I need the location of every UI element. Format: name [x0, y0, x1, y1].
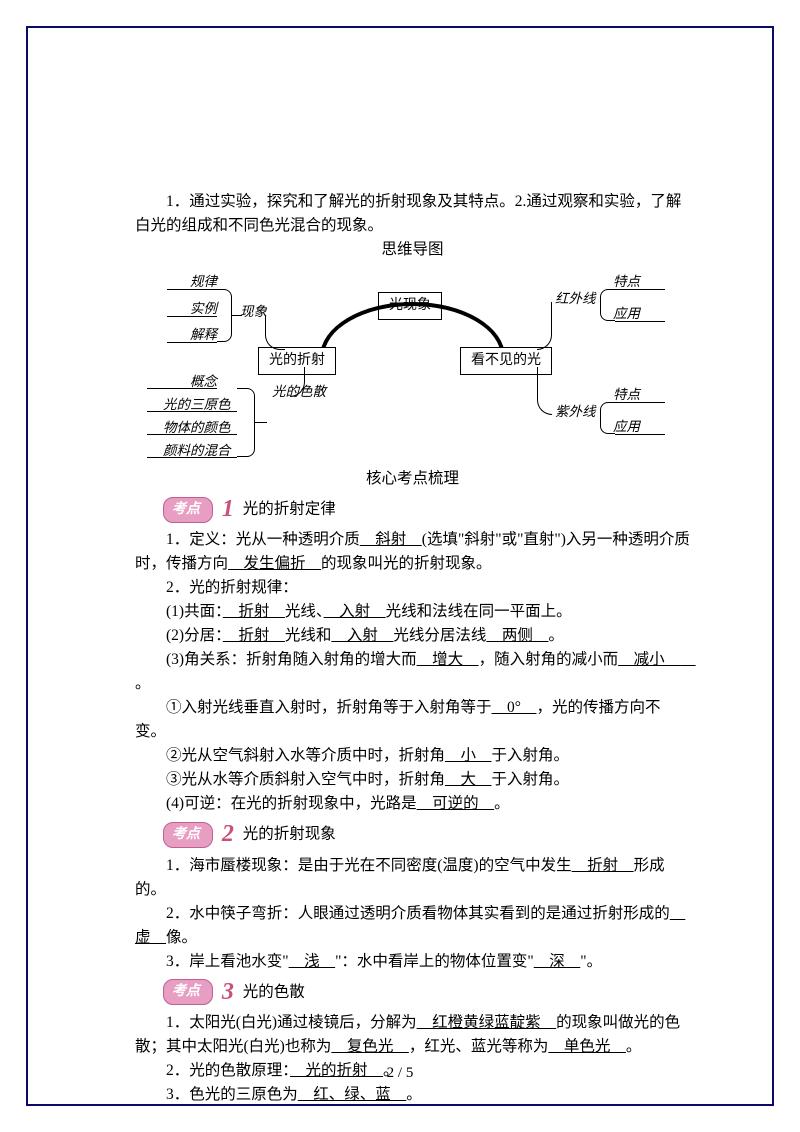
line [615, 321, 665, 322]
kaodian-title: 光的色散 [243, 983, 305, 1000]
label-xianxiang: 现象 [240, 302, 267, 323]
kaodian-badge: 考点 [163, 497, 213, 523]
page-number: 2 / 5 [0, 1065, 800, 1082]
line [147, 411, 237, 412]
kaodian-num: 1 [222, 496, 234, 522]
kaodian-badge: 考点 [163, 979, 213, 1005]
kp2-p1: 1．海市蜃楼现象：是由于光在不同密度(温度)的空气中发生 折射 形成的。 [135, 854, 690, 902]
bracket [217, 289, 232, 342]
line [255, 422, 267, 423]
label-ziwai: 紫外线 [555, 402, 596, 423]
curve [265, 315, 285, 350]
bracket [600, 402, 615, 434]
curve [537, 302, 552, 350]
kp1-p6: ①入射光线垂直入射时，折射角等于入射角等于 0° ，光的传播方向不变。 [135, 696, 690, 744]
curve [537, 367, 552, 415]
kp2-p3: 3．岸上看池水变" 浅 "：水中看岸上的物体位置变" 深 "。 [135, 950, 690, 974]
kp1-p1: 1．定义：光从一种透明介质 斜射 (选填"斜射"或"直射")入另一种透明介质时，… [135, 528, 690, 576]
line [615, 402, 665, 403]
line [232, 315, 242, 316]
kp1-p9: (4)可逆：在光的折射现象中，光路是 可逆的 。 [135, 792, 690, 816]
document-content: 1．通过实验，探究和了解光的折射现象及其特点。2.通过观察和实验，了解白光的组成… [135, 190, 690, 1107]
intro-paragraph: 1．通过实验，探究和了解光的折射现象及其特点。2.通过观察和实验，了解白光的组成… [135, 190, 690, 238]
line [615, 289, 665, 290]
kaodian-badge: 考点 [163, 822, 213, 848]
kaodian-num: 3 [222, 979, 234, 1005]
kp1-p8: ③光从水等介质斜射入空气中时，折射角 大 于入射角。 [135, 768, 690, 792]
kp2-p2: 2．水中筷子弯折：人眼通过透明介质看物体其实看到的是通过折射形成的 虚 像。 [135, 902, 690, 950]
kaodian-num: 2 [222, 821, 234, 847]
kp3-p3: 3．色光的三原色为 红、绿、蓝 。 [135, 1083, 690, 1107]
line [167, 342, 217, 343]
section-title: 核心考点梳理 [135, 467, 690, 491]
line [167, 316, 217, 317]
kp1-p3: (1)共面： 折射 光线、 入射 光线和法线在同一平面上。 [135, 600, 690, 624]
kaodian-3-header: 考点 3 光的色散 [135, 974, 690, 1011]
kp3-p1: 1．太阳光(白光)通过棱镜后，分解为 红橙黄绿蓝靛紫 的现象叫做光的色散；其中太… [135, 1011, 690, 1059]
label-yanliao: 颜料的混合 [163, 441, 231, 462]
kp1-p5: (3)角关系：折射角随入射角的增大而 增大 ，随入射角的减小而 减小 。 [135, 648, 690, 696]
mindmap-diagram: 光现象 光的折射 看不见的光 现象 规律 实例 解释 光的色散 概念 光的三原色… [135, 267, 690, 467]
bracket [237, 388, 255, 457]
label-gainian: 概念 [190, 372, 217, 393]
kaodian-title: 光的折射定律 [243, 501, 336, 518]
line [167, 289, 217, 290]
kp1-p2: 2．光的折射规律： [135, 576, 690, 600]
kaodian-1-header: 考点 1 光的折射定律 [135, 491, 690, 528]
bracket [600, 289, 615, 321]
label-wutiyanse: 物体的颜色 [163, 418, 231, 439]
kp1-p4: (2)分居： 折射 光线和 入射 光线分居法线 两侧 。 [135, 624, 690, 648]
label-hongwai: 红外线 [555, 289, 596, 310]
line [615, 434, 665, 435]
kp1-p7: ②光从空气斜射入水等介质中时，折射角 小 于入射角。 [135, 744, 690, 768]
line [147, 388, 217, 389]
kaodian-title: 光的折射现象 [243, 826, 336, 843]
kaodian-2-header: 考点 2 光的折射现象 [135, 816, 690, 853]
line [147, 434, 237, 435]
line [147, 457, 237, 458]
label-sanyuanse: 光的三原色 [163, 395, 231, 416]
mindmap-title: 思维导图 [135, 238, 690, 262]
